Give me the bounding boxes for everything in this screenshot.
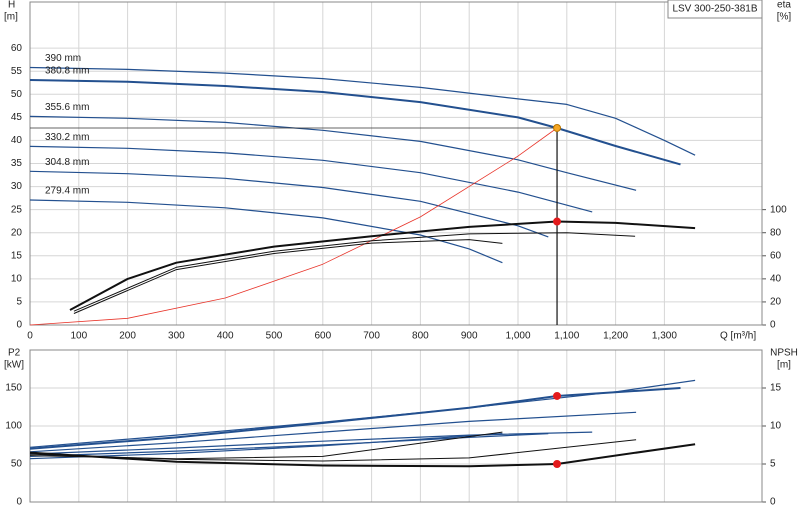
efficiency-curve xyxy=(69,220,696,311)
curve xyxy=(29,127,558,326)
product-label: LSV 300-250-381B xyxy=(672,4,757,15)
x-tick-label: 300 xyxy=(168,331,185,342)
y2-tick-label: 0 xyxy=(770,320,776,331)
y-tick-label: 45 xyxy=(11,112,23,123)
x-tick-label: 900 xyxy=(461,331,478,342)
x-tick-label: 1,000 xyxy=(505,331,530,342)
y2-axis-label: eta xyxy=(777,0,791,11)
curve-label: 304.8 mm xyxy=(45,157,89,168)
y2-tick-label: 10 xyxy=(770,421,782,432)
y-tick-label: 50 xyxy=(11,89,23,100)
curve-label: 330.2 mm xyxy=(45,132,89,143)
x-tick-label: 800 xyxy=(412,331,429,342)
y-tick-label: 50 xyxy=(11,459,23,470)
y-tick-label: 30 xyxy=(11,181,23,192)
curve xyxy=(29,433,503,460)
curve-label: 380.8 mm xyxy=(45,66,89,77)
x-tick-label: 1,200 xyxy=(603,331,628,342)
y2-axis-label: NPSH xyxy=(770,348,798,359)
y2-tick-label: 40 xyxy=(770,273,782,284)
y-axis-label: H xyxy=(8,0,15,11)
y-tick-label: 55 xyxy=(11,66,23,77)
plot-frame xyxy=(29,349,763,503)
x-axis-label: Q [m³/h] xyxy=(720,331,756,342)
product-box xyxy=(667,0,763,19)
curve xyxy=(29,387,681,450)
x-tick-label: 500 xyxy=(266,331,283,342)
y2-axis-unit: [m] xyxy=(777,360,791,371)
curve xyxy=(29,66,696,156)
curve xyxy=(29,199,503,264)
plot-frame xyxy=(29,1,763,326)
y2-tick-label: 0 xyxy=(770,497,776,508)
y-tick-label: 0 xyxy=(16,320,22,331)
duty-point xyxy=(553,460,562,468)
y2-tick-label: 5 xyxy=(770,459,776,470)
y-tick-label: 10 xyxy=(11,273,23,284)
y-axis-unit: [m] xyxy=(4,12,18,23)
x-tick-label: 100 xyxy=(70,331,87,342)
y-tick-label: 25 xyxy=(11,204,23,215)
y2-axis-unit: [%] xyxy=(777,12,792,23)
y-tick-label: 15 xyxy=(11,250,23,261)
x-tick-label: 200 xyxy=(119,331,136,342)
y-tick-label: 100 xyxy=(5,421,22,432)
y-tick-label: 5 xyxy=(16,297,22,308)
curve xyxy=(29,411,637,453)
x-tick-label: 600 xyxy=(314,331,331,342)
y2-tick-label: 100 xyxy=(770,204,787,215)
x-tick-label: 1,100 xyxy=(554,331,579,342)
x-tick-label: 700 xyxy=(363,331,380,342)
y-tick-label: 0 xyxy=(16,497,22,508)
curve xyxy=(29,431,593,455)
efficiency-curve xyxy=(29,431,503,460)
curve xyxy=(29,433,549,457)
curve xyxy=(29,379,696,448)
y-tick-label: 20 xyxy=(11,227,23,238)
y-tick-label: 35 xyxy=(11,158,23,169)
duty-point xyxy=(553,217,562,226)
x-tick-label: 400 xyxy=(217,331,234,342)
y-axis-unit: [kW] xyxy=(4,360,24,371)
duty-point xyxy=(553,391,562,400)
x-tick-label: 1,300 xyxy=(652,331,677,342)
curve-label: 390 mm xyxy=(45,53,81,64)
curve xyxy=(29,170,549,238)
efficiency-curve xyxy=(29,443,696,468)
y-tick-label: 60 xyxy=(11,43,23,54)
curve-label: 279.4 mm xyxy=(45,186,89,197)
y2-tick-label: 80 xyxy=(770,227,782,238)
y2-tick-label: 60 xyxy=(770,250,782,261)
curve xyxy=(29,79,681,166)
y2-tick-label: 15 xyxy=(770,383,782,394)
y2-tick-label: 20 xyxy=(770,297,782,308)
x-tick-label: 0 xyxy=(27,331,33,342)
curve-label: 355.6 mm xyxy=(45,102,89,113)
y-tick-label: 40 xyxy=(11,135,23,146)
curve xyxy=(29,145,593,213)
duty-point xyxy=(553,123,562,132)
efficiency-curve xyxy=(73,239,503,314)
efficiency-curve xyxy=(73,232,636,312)
curve xyxy=(29,115,637,191)
y-axis-label: P2 xyxy=(8,348,21,359)
y-tick-label: 150 xyxy=(5,383,22,394)
